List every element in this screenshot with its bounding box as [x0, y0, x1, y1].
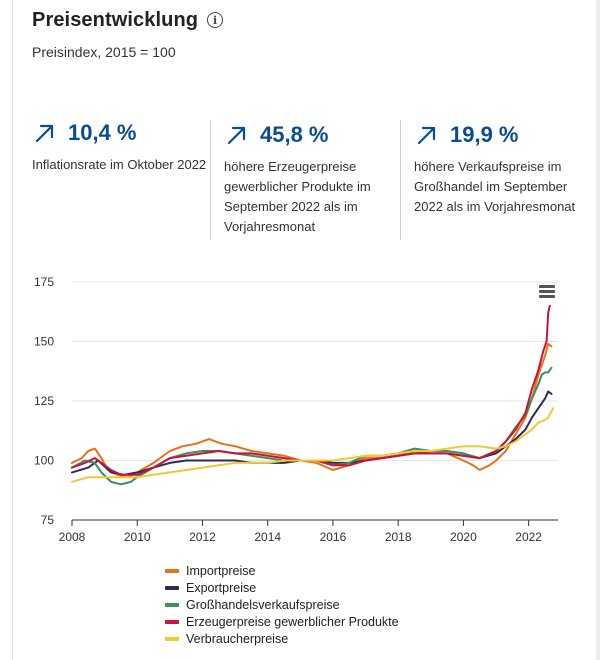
- kpi-value: 45,8 %: [260, 122, 329, 147]
- kpi-wholesale-prices: 19,9 % höhere Verkaufspreise im Großhand…: [400, 120, 594, 240]
- arrow-up-right-icon: [227, 126, 246, 145]
- legend-item-importpreise[interactable]: Importpreise: [165, 562, 399, 579]
- x-tick-label: 2008: [59, 530, 86, 544]
- kpi-description: Inflationsrate im Oktober 2022: [32, 157, 207, 172]
- card-border-left: [12, 0, 13, 660]
- scrollbar-track[interactable]: [596, 0, 600, 660]
- y-tick-label: 100: [34, 454, 54, 468]
- price-index-chart: 75 100 125 150 175 2008 2010 2012 2014 2016 2018 20…: [34, 275, 558, 544]
- legend-item-grosshandelsverkaufspreise[interactable]: Großhandelsverkaufspreise: [165, 596, 399, 613]
- y-tick-label: 125: [34, 394, 54, 408]
- y-tick-label: 150: [34, 335, 54, 349]
- legend-label: Erzeugerpreise gewerblicher Produkte: [186, 614, 399, 629]
- x-tick-label: 2022: [515, 530, 542, 544]
- x-tick-label: 2016: [320, 530, 347, 544]
- legend-item-verbraucherpreise[interactable]: Verbraucherpreise: [165, 630, 399, 647]
- legend-swatch: [165, 585, 179, 590]
- legend-label: Verbraucherpreise: [186, 631, 289, 646]
- series-line-erzeugerpreise-gewerblicher-produkte: [71, 304, 551, 476]
- arrow-up-right-icon: [417, 126, 436, 145]
- legend-label: Importpreise: [186, 563, 256, 578]
- x-tick-label: 2014: [254, 530, 281, 544]
- series-line-verbraucherpreise: [71, 407, 555, 483]
- page-title: Preisentwicklung: [32, 8, 199, 31]
- kpi-producer-prices: 45,8 % höhere Erzeugerpreise gewerbliche…: [210, 120, 404, 240]
- kpi-value: 19,9 %: [450, 122, 519, 147]
- series-line-großhandelsverkaufspreise: [71, 366, 553, 486]
- hamburger-menu-icon[interactable]: [539, 285, 555, 299]
- x-tick-label: 2012: [189, 530, 216, 544]
- legend-label: Exportpreise: [186, 580, 257, 595]
- kpi-description: höhere Erzeugerpreise gewerblicher Produ…: [224, 159, 371, 234]
- info-icon[interactable]: i: [207, 12, 224, 28]
- kpi-description: höhere Verkaufspreise im Großhandel im S…: [414, 159, 576, 214]
- legend-item-exportpreise[interactable]: Exportpreise: [165, 579, 399, 596]
- y-tick-label: 175: [34, 275, 54, 289]
- legend-item-erzeugerpreise[interactable]: Erzeugerpreise gewerblicher Produkte: [165, 613, 399, 630]
- y-tick-label: 75: [41, 513, 55, 527]
- legend-swatch: [165, 636, 179, 641]
- legend-label: Großhandelsverkaufspreise: [186, 597, 340, 612]
- legend-swatch: [165, 619, 179, 624]
- chart-subtitle: Preisindex, 2015 = 100: [32, 44, 176, 60]
- kpi-inflation: 10,4 % Inflationsrate im Oktober 2022: [32, 118, 212, 175]
- x-tick-label: 2020: [450, 530, 477, 544]
- chart-legend: Importpreise Exportpreise Großhandelsver…: [165, 562, 399, 647]
- x-tick-label: 2018: [385, 530, 412, 544]
- arrow-up-right-icon: [35, 124, 54, 143]
- legend-swatch: [165, 602, 179, 607]
- title-row: Preisentwicklung i: [32, 6, 224, 34]
- kpi-value: 10,4 %: [68, 120, 137, 145]
- x-tick-label: 2010: [124, 530, 151, 544]
- legend-swatch: [165, 568, 179, 573]
